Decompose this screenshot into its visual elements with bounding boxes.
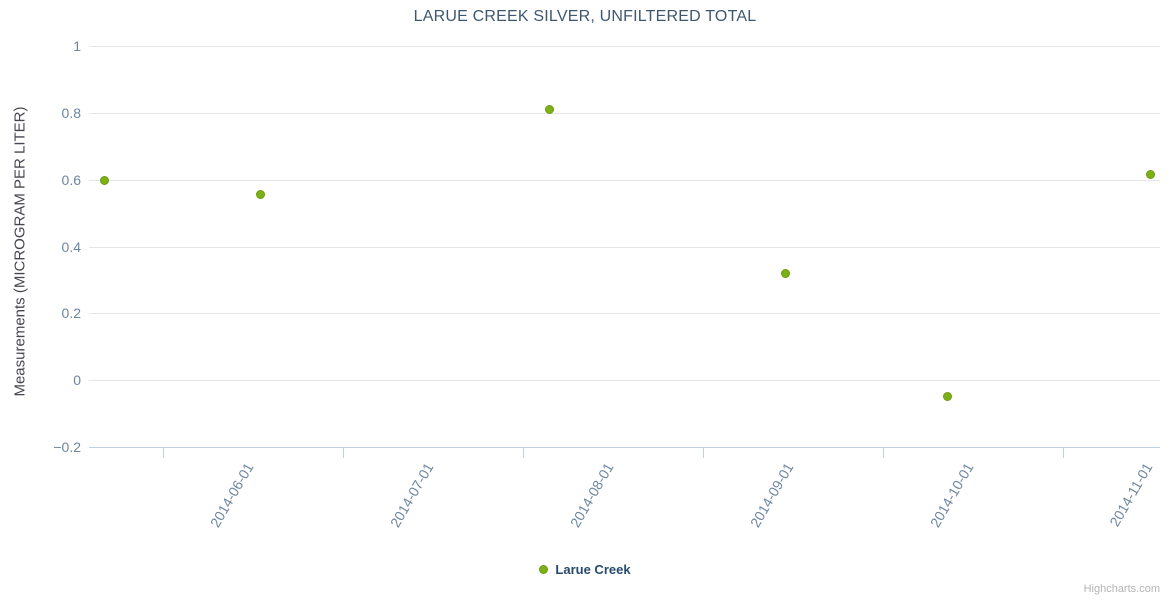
y-axis-tick-label: 0.4 (61, 239, 81, 255)
x-axis-tick-label: 2014-07-01 (386, 460, 437, 531)
x-axis-tick (883, 448, 884, 458)
data-point[interactable] (942, 391, 952, 401)
gridline (89, 247, 1160, 248)
data-point[interactable] (780, 268, 790, 278)
gridline (89, 313, 1160, 314)
data-point[interactable] (255, 189, 265, 199)
legend-item-larue-creek[interactable]: Larue Creek (539, 562, 631, 577)
chart-legend: Larue Creek (0, 562, 1170, 577)
data-point[interactable] (544, 104, 554, 114)
gridline (89, 46, 1160, 47)
chart-title: LARUE CREEK SILVER, UNFILTERED TOTAL (413, 8, 757, 25)
y-axis-labels: 1 0.8 0.6 0.4 0.2 0 −0.2 (0, 0, 81, 600)
x-axis-tick-label: 2014-11-01 (1106, 460, 1156, 530)
gridline (89, 113, 1160, 114)
x-axis-tick (163, 448, 164, 458)
y-axis-tick-label: 0.2 (61, 305, 81, 321)
legend-marker-icon (539, 565, 549, 574)
x-axis-tick-label: 2014-10-01 (926, 460, 977, 531)
y-axis-tick-label: 0.6 (61, 172, 81, 188)
x-axis-tick-label: 2014-08-01 (566, 460, 617, 531)
legend-item-label: Larue Creek (555, 562, 631, 577)
y-axis-tick-label: 1 (73, 38, 81, 54)
data-point[interactable] (1145, 169, 1155, 179)
gridline (89, 180, 1160, 181)
x-axis-tick-label: 2014-09-01 (746, 460, 797, 531)
x-axis-tick (1063, 448, 1064, 458)
x-axis-tick (703, 448, 704, 458)
x-axis-tick (343, 448, 344, 458)
gridline (89, 380, 1160, 381)
x-axis-tick-label: 2014-06-01 (206, 460, 257, 531)
data-point[interactable] (99, 175, 109, 185)
credits-link[interactable]: Highcharts.com (1083, 583, 1160, 595)
y-axis-tick-label: 0.8 (61, 105, 81, 121)
y-axis-tick-label: 0 (73, 372, 81, 388)
plot-area (89, 46, 1160, 447)
x-axis-tick (523, 448, 524, 458)
y-axis-tick-label: −0.2 (53, 439, 81, 455)
x-axis-line (89, 447, 1160, 448)
